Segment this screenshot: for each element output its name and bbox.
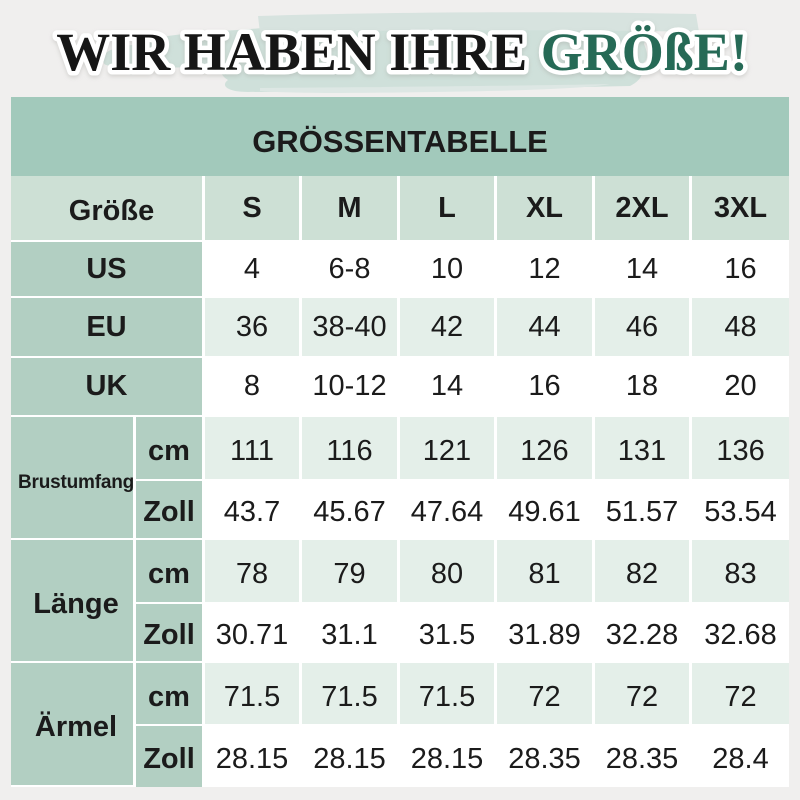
svg-text:WIR HABEN IHRE GRÖßE!: WIR HABEN IHRE GRÖßE!	[56, 22, 748, 82]
